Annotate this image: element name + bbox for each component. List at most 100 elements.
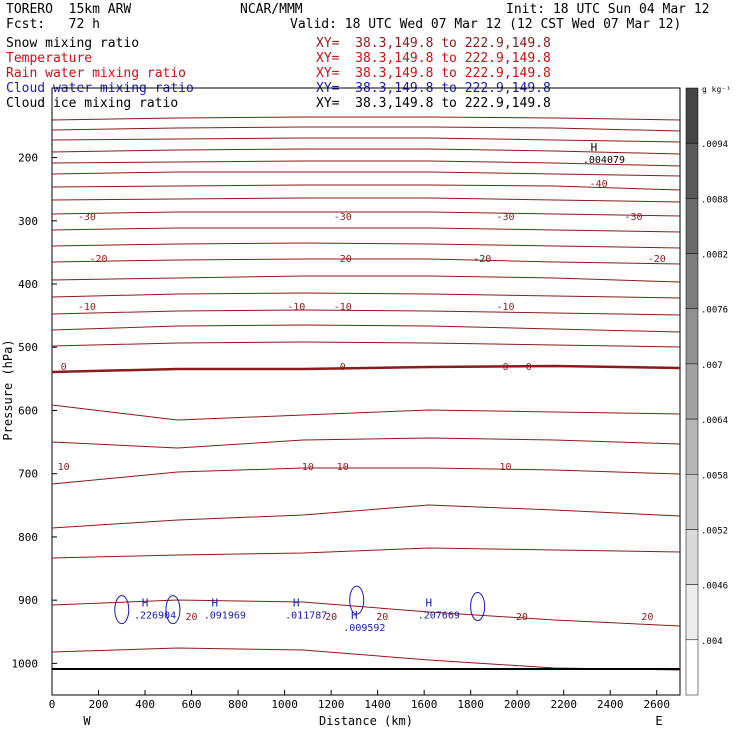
isotherm-label: 0	[340, 362, 346, 373]
field-xy-temperature: XY= 38.3,149.8 to 222.9,149.8	[316, 51, 551, 66]
isotherm-line	[51, 171, 681, 177]
field-label-snow: Snow mixing ratio	[6, 36, 140, 51]
field-label-rain: Rain water mixing ratio	[6, 66, 187, 81]
maximum-value: .011787	[285, 610, 327, 621]
y-tick-label: 600	[18, 404, 38, 417]
x-tick-label: 2000	[504, 698, 531, 711]
x-tick-label: 1200	[318, 698, 345, 711]
isotherm-line	[51, 547, 681, 559]
cloud-water-contour	[114, 595, 130, 625]
maximum-marker: H	[591, 141, 598, 154]
isotherm-label: -10	[287, 302, 305, 313]
isotherm-line	[51, 309, 681, 316]
isotherm-line	[51, 437, 681, 449]
isotherm-label: -30	[624, 212, 642, 223]
x-tick-label: 1400	[364, 698, 391, 711]
x-axis-label: Distance (km)	[319, 714, 413, 728]
isotherm-line	[51, 242, 681, 249]
colorbar-label: .0046	[701, 582, 728, 592]
x-tick-label: 1000	[271, 698, 298, 711]
colorbar-unit: g kg⁻¹	[702, 85, 731, 94]
isotherm-line	[51, 160, 681, 167]
colorbar-label: .007	[701, 361, 723, 371]
y-tick-label: 700	[18, 468, 38, 481]
colorbar-segment	[685, 87, 699, 144]
isotherm-label: -10	[78, 302, 96, 313]
isotherm-label: 20	[641, 612, 653, 623]
colorbar-label: .0052	[701, 526, 728, 536]
isotherm-line	[51, 341, 681, 348]
isotherm-line	[51, 364, 681, 374]
maximum-value: .226904	[134, 610, 176, 621]
colorbar-segment	[685, 142, 699, 199]
colorbar-segment	[685, 584, 699, 641]
valid-time: Valid: 18 UTC Wed 07 Mar 12 (12 CST Wed …	[290, 17, 682, 32]
maximum-marker: H	[425, 596, 432, 609]
model-title: TORERO 15km ARW	[6, 2, 132, 17]
isotherm-label: 10	[302, 462, 314, 473]
isotherm-label: 10	[500, 462, 512, 473]
x-tick-label: 600	[182, 698, 202, 711]
field-xy-rain: XY= 38.3,149.8 to 222.9,149.8	[316, 66, 551, 81]
maximum-marker: H	[212, 596, 219, 609]
isotherm-label: -20	[89, 254, 107, 265]
colorbar-segment	[685, 363, 699, 420]
isotherm-label: -30	[497, 212, 515, 223]
isotherm-line	[51, 126, 681, 132]
maximum-marker: H	[142, 596, 149, 609]
y-tick-label: 200	[18, 152, 38, 165]
isotherm-label: -20	[473, 254, 491, 265]
plot-frame	[51, 87, 681, 696]
isotherm-line	[51, 211, 681, 217]
y-tick-label: 900	[18, 594, 38, 607]
isotherm-label: -10	[497, 302, 515, 313]
maximum-marker: H	[351, 609, 358, 622]
colorbar-segment	[685, 418, 699, 475]
x-tick-label: 1600	[411, 698, 438, 711]
x-tick-label: 0	[49, 698, 56, 711]
x-tick-label: 800	[228, 698, 248, 711]
colorbar-label: .0076	[701, 306, 728, 316]
colorbar-label: .0088	[701, 195, 728, 205]
colorbar-segment	[685, 639, 699, 696]
colorbar-label: .0064	[701, 416, 728, 426]
isotherm-line	[51, 227, 681, 233]
x-tick-label: 2600	[643, 698, 670, 711]
colorbar-label: .0058	[701, 471, 728, 481]
maximum-value: .207669	[418, 610, 460, 621]
isotherm-label: -10	[334, 302, 352, 313]
isotherm-label: 20	[325, 612, 337, 623]
isotherm-line	[51, 116, 681, 121]
y-tick-label: 1000	[12, 657, 39, 670]
isotherm-line	[51, 292, 681, 299]
x-tick-label: 400	[135, 698, 155, 711]
cloud-water-contour	[349, 585, 365, 615]
isotherm-label: -20	[334, 254, 352, 265]
isotherm-line	[51, 599, 681, 627]
isotherm-label: -20	[648, 254, 666, 265]
y-tick-label: 400	[18, 278, 38, 291]
x-tick-label: 2400	[597, 698, 624, 711]
cloud-water-contour	[470, 591, 486, 621]
y-axis-label: Pressure (hPa)	[1, 339, 15, 440]
x-tick-label: 2200	[550, 698, 577, 711]
isotherm-label: 10	[337, 462, 349, 473]
isotherm-line	[51, 324, 681, 333]
colorbar-segment	[685, 253, 699, 309]
isotherm-label: 0	[503, 362, 509, 373]
west-end-label: W	[83, 714, 91, 728]
field-label-temperature: Temperature	[6, 51, 93, 66]
colorbar-label: .0082	[701, 251, 728, 261]
isotherm-label: 20	[516, 612, 528, 623]
isotherm-line	[51, 197, 681, 203]
isotherm-label: 0	[61, 362, 67, 373]
maximum-value: .091969	[204, 610, 246, 621]
isotherm-label: 20	[376, 612, 388, 623]
isotherm-label: -30	[78, 212, 96, 223]
isotherm-line	[51, 647, 681, 671]
isotherm-label: -30	[334, 212, 352, 223]
y-tick-label: 300	[18, 215, 38, 228]
colorbar-segment	[685, 198, 699, 254]
colorbar-segment	[685, 474, 699, 530]
